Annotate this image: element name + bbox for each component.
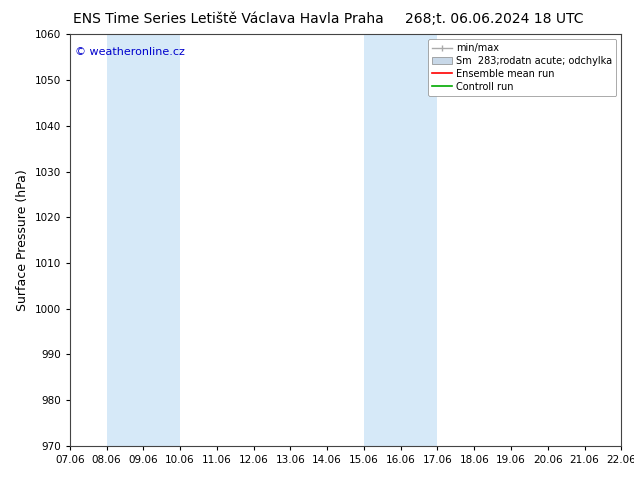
Text: © weatheronline.cz: © weatheronline.cz: [75, 47, 185, 57]
Bar: [107, 34, 180, 446]
Text: ENS Time Series Letiště Václava Havla Praha: ENS Time Series Letiště Václava Havla Pr…: [73, 12, 384, 26]
Bar: [364, 34, 437, 446]
Legend: min/max, Sm  283;rodatn acute; odchylka, Ensemble mean run, Controll run: min/max, Sm 283;rodatn acute; odchylka, …: [428, 39, 616, 96]
Text: 268;t. 06.06.2024 18 UTC: 268;t. 06.06.2024 18 UTC: [405, 12, 584, 26]
Y-axis label: Surface Pressure (hPa): Surface Pressure (hPa): [16, 169, 29, 311]
